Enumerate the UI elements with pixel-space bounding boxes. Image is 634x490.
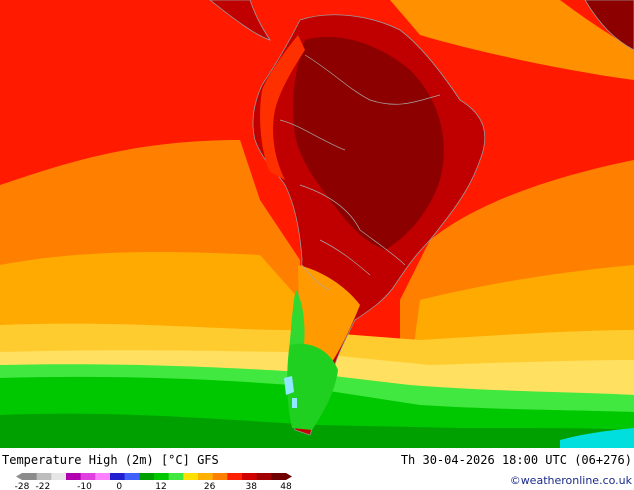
legend-swatch	[66, 473, 81, 480]
legend-arrow-low	[16, 473, 22, 480]
band-cyan	[560, 428, 634, 448]
legend-tick-label: 38	[246, 482, 258, 490]
legend-tick-label: 48	[280, 482, 292, 490]
legend-tick-label: 12	[155, 482, 166, 490]
country-borders	[279, 54, 441, 291]
forecast-datetime: Th 30-04-2026 18:00 UTC (06+276)	[400, 453, 632, 467]
andes-cold-dots	[284, 376, 297, 408]
color-legend: -28 -22 -10 0 12 26 38 48	[15, 473, 292, 490]
patagonia-orange	[298, 265, 360, 365]
legend-swatch	[51, 473, 67, 480]
legend-swatch	[271, 473, 287, 480]
legend-swatch	[139, 473, 155, 480]
legend-tick-label: -10	[77, 482, 92, 490]
central-america-corner	[209, 0, 271, 41]
credit-link[interactable]: ©weatheronline.co.uk	[509, 474, 632, 487]
legend-swatch	[242, 473, 257, 480]
legend-tick-label: 0	[116, 482, 122, 490]
legend-swatch	[227, 473, 243, 480]
legend-swatch	[110, 473, 125, 480]
amazon-dark-core	[293, 36, 444, 250]
legend-swatch	[212, 473, 228, 480]
map-title: Temperature High (2m) [°C] GFS	[2, 453, 219, 467]
legend-tick-label: 26	[204, 482, 216, 490]
legend-arrow-high	[286, 473, 292, 480]
legend-tick-label: -22	[35, 482, 50, 490]
legend-swatch	[168, 473, 184, 480]
temperature-map	[0, 0, 634, 448]
legend-swatch	[95, 473, 111, 480]
band-orange-top-right	[390, 0, 634, 80]
band-green-dark	[0, 413, 634, 448]
legend-swatch	[198, 473, 213, 480]
patagonia-green	[287, 343, 338, 430]
legend-tick-label: -28	[15, 482, 30, 490]
legend-swatch	[124, 473, 140, 480]
legend-swatch	[154, 473, 169, 480]
footer: Temperature High (2m) [°C] GFS Th 30-04-…	[0, 448, 634, 490]
legend-swatch	[256, 473, 272, 480]
legend-swatch	[22, 473, 37, 480]
andes-strip	[260, 35, 305, 180]
legend-swatch	[80, 473, 96, 480]
legend-swatch	[36, 473, 52, 480]
legend-swatch	[183, 473, 199, 480]
